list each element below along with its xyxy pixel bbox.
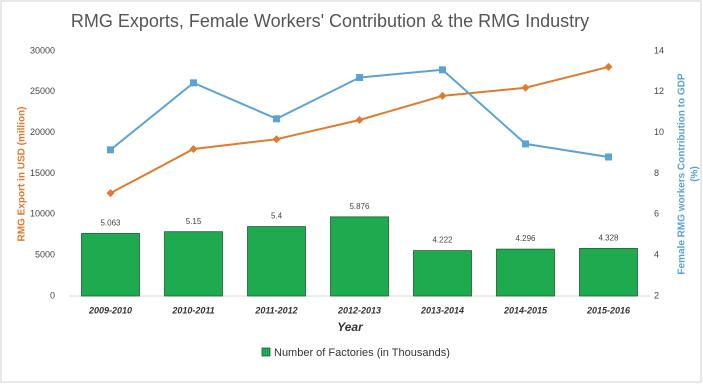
y2-tick-label: 8: [654, 168, 659, 178]
data-label: 5.15: [186, 217, 202, 226]
x-tick-label: 2015-2016: [586, 305, 631, 315]
y-tick-label: 15000: [30, 168, 55, 178]
y-tick-label: 10000: [30, 209, 55, 219]
marker: [107, 146, 114, 154]
marker: [273, 115, 280, 123]
bar: [81, 233, 140, 297]
x-tick-label: 2013-2014: [420, 305, 464, 315]
data-label: 4.222: [432, 236, 453, 245]
bar: [579, 248, 638, 297]
bar: [330, 216, 389, 297]
legend-label: Number of Factories (in Thousands): [274, 347, 450, 359]
y2-tick-label: 10: [654, 127, 664, 137]
marker: [605, 153, 612, 161]
y2-tick-label: 2: [654, 290, 659, 300]
x-tick-label: 2014-2015: [503, 305, 548, 315]
x-tick-label: 2012-2013: [337, 305, 381, 315]
y2-tick-label: 14: [654, 45, 664, 55]
marker: [604, 62, 613, 71]
y-axis-title: RMG Export in USD (million): [17, 107, 28, 242]
data-label: 5.063: [100, 219, 121, 228]
data-label: 5.4: [271, 212, 283, 221]
y-tick-label: 5000: [35, 250, 55, 260]
marker: [189, 145, 198, 153]
y2-axis-title: (%): [690, 166, 701, 182]
bar: [247, 226, 306, 297]
legend-swatch: [261, 347, 271, 357]
x-tick-label: 2009-2010: [88, 305, 132, 315]
marker: [355, 116, 364, 125]
chart-title: RMG Exports, Female Workers' Contributio…: [71, 11, 589, 31]
marker: [438, 91, 447, 100]
data-label: 4.296: [515, 234, 536, 243]
x-tick-label: 2010-2011: [171, 305, 214, 315]
x-tick-label: 2011-2012: [254, 305, 297, 315]
bar: [413, 250, 472, 297]
marker: [522, 140, 529, 148]
bar: [496, 248, 555, 297]
y2-tick-label: 4: [654, 250, 659, 260]
y2-tick-label: 6: [654, 209, 659, 219]
y-tick-label: 0: [50, 290, 55, 300]
y-tick-label: 20000: [30, 127, 55, 137]
y-tick-label: 30000: [30, 45, 55, 55]
y2-axis-title: Female RMG workers Contribution to GDP: [677, 73, 688, 274]
marker: [439, 66, 446, 74]
data-label: 5.876: [349, 202, 370, 211]
y2-tick-label: 12: [654, 86, 664, 96]
marker: [356, 74, 363, 82]
marker: [272, 135, 281, 144]
data-label: 4.328: [598, 234, 619, 243]
y-tick-label: 25000: [30, 86, 55, 96]
x-axis-title: Year: [337, 320, 364, 334]
marker: [190, 79, 197, 87]
marker: [106, 189, 115, 198]
marker: [521, 83, 530, 92]
bar: [164, 231, 223, 297]
